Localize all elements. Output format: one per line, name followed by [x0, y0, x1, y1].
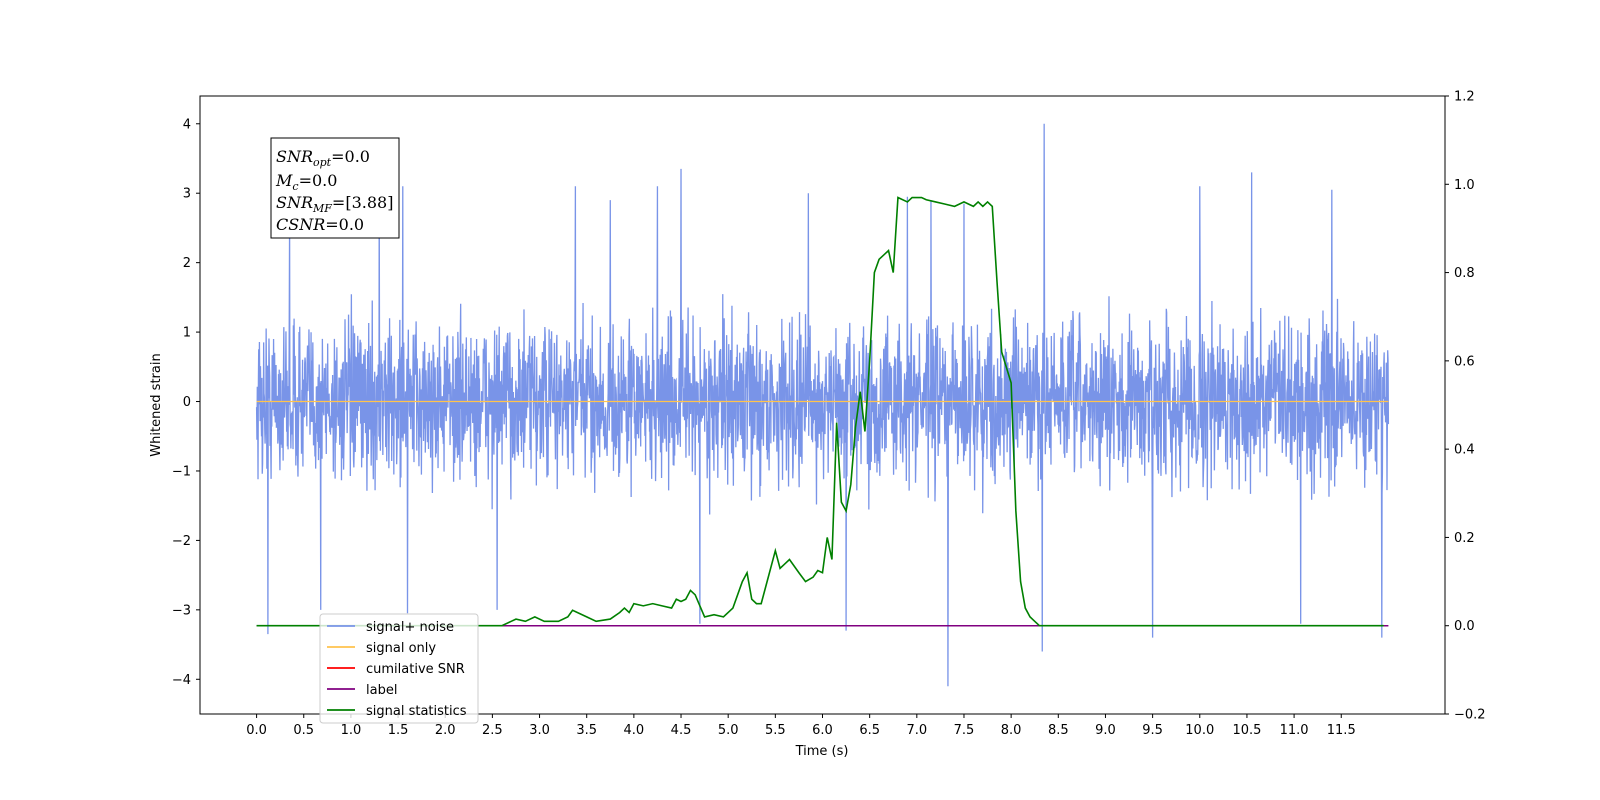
annotation-box: SNRopt=0.0 Mc=0.0 SNRMF=[3.88] CSNR=0.0: [270, 137, 400, 239]
legend-label: signal statistics: [366, 704, 467, 719]
x-axis: 0.0 0.5 1.0 1.5 2.0 2.5 3.0 3.5 4.0 4.5 5.0 5.5 6.0 6…: [246, 714, 1356, 738]
x-tick-label: 9.5: [1142, 723, 1163, 738]
legend-label: label: [366, 683, 397, 698]
y-tick-label: 4: [183, 117, 191, 132]
x-tick-label: 11.0: [1280, 723, 1309, 738]
annotation-snr-mf: SNRMF=[3.88]: [276, 193, 393, 215]
plot-area: [255, 123, 1390, 687]
legend-entry: signal statistics: [327, 704, 467, 719]
x-tick-label: 7.0: [906, 723, 927, 738]
annotation-snr-opt: SNRopt=0.0: [276, 147, 370, 169]
x-tick-label: 3.5: [576, 723, 597, 738]
y-tick-label: −3: [172, 603, 191, 618]
x-tick-label: 7.5: [954, 723, 975, 738]
x-tick-label: 4.5: [671, 723, 692, 738]
y2-tick-label: 0.2: [1454, 531, 1475, 546]
y-tick-label: 1: [183, 326, 191, 341]
x-tick-label: 11.5: [1327, 723, 1356, 738]
x-axis-label: Time (s): [795, 744, 849, 759]
series-signal-plus-noise: [255, 123, 1390, 687]
y-tick-label: 3: [183, 187, 191, 202]
x-tick-label: 0.0: [246, 723, 267, 738]
x-tick-label: 0.5: [293, 723, 314, 738]
y-axis-left: 4 3 2 1 0 −1 −2 −3 −4: [172, 117, 200, 688]
x-tick-label: 1.0: [341, 723, 362, 738]
legend-entry: cumilative SNR: [327, 662, 465, 677]
y2-tick-label: −0.2: [1454, 708, 1486, 723]
annotation-mc: Mc=0.0: [275, 171, 337, 193]
y-tick-label: 2: [183, 256, 191, 271]
legend-label: signal+ noise: [366, 620, 454, 635]
x-tick-label: 6.0: [812, 723, 833, 738]
y2-tick-label: 0.0: [1454, 619, 1475, 634]
x-tick-label: 4.0: [624, 723, 645, 738]
legend-label: cumilative SNR: [366, 662, 465, 677]
x-tick-label: 2.5: [482, 723, 503, 738]
x-tick-label: 3.0: [529, 723, 550, 738]
y2-tick-label: 0.8: [1454, 266, 1475, 281]
x-tick-label: 1.5: [388, 723, 409, 738]
x-tick-label: 5.5: [765, 723, 786, 738]
y2-tick-label: 0.6: [1454, 354, 1475, 369]
y2-tick-label: 0.4: [1454, 443, 1475, 458]
legend-frame: [319, 613, 479, 724]
x-tick-label: 8.5: [1048, 723, 1069, 738]
y-axis-label: Whitened strain: [149, 353, 164, 456]
y-tick-label: −4: [172, 673, 191, 688]
legend: signal+ noise signal only cumilative SNR la…: [319, 613, 479, 724]
x-tick-label: 10.5: [1232, 723, 1261, 738]
y-axis-right: 1.2 1.0 0.8 0.6 0.4 0.2 0.0 −0.2: [1445, 90, 1486, 723]
x-tick-label: 2.0: [435, 723, 456, 738]
x-tick-label: 6.5: [859, 723, 880, 738]
legend-entry: signal only: [327, 641, 436, 656]
series-signal-statistics: [256, 196, 1384, 627]
legend-entry: label: [327, 683, 397, 698]
y-tick-label: 0: [183, 395, 191, 410]
legend-entry: signal+ noise: [327, 620, 454, 635]
y2-tick-label: 1.2: [1454, 90, 1475, 105]
annotation-frame: [270, 137, 400, 239]
legend-label: signal only: [366, 641, 436, 656]
annotation-csnr: CSNR=0.0: [276, 215, 364, 234]
x-tick-label: 8.0: [1001, 723, 1022, 738]
x-tick-label: 5.0: [718, 723, 739, 738]
x-tick-label: 9.0: [1095, 723, 1116, 738]
y2-tick-label: 1.0: [1454, 178, 1475, 193]
x-tick-label: 10.0: [1185, 723, 1214, 738]
y-tick-label: −2: [172, 534, 191, 549]
y-tick-label: −1: [172, 464, 191, 479]
